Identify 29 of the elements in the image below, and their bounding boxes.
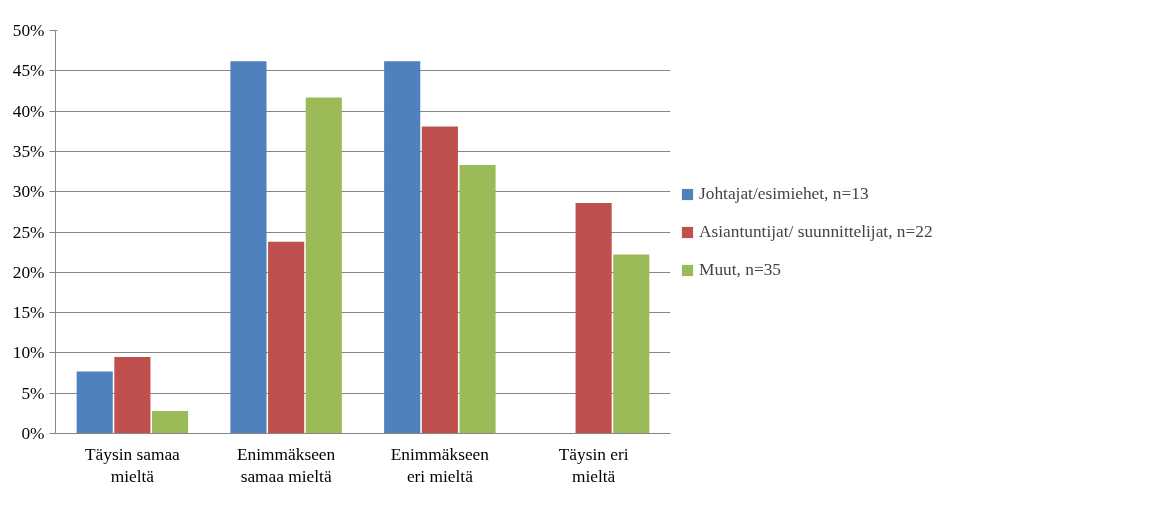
y-tick-label: 30% xyxy=(12,182,45,202)
x-tick-label: Enimmäkseen eri mieltä xyxy=(390,444,490,487)
bar xyxy=(230,61,267,434)
y-tick-label: 15% xyxy=(12,303,45,323)
y-tick-label: 20% xyxy=(12,262,45,282)
y-tick-label: 50% xyxy=(12,21,45,40)
x-tick-label: Täysin samaa mieltä xyxy=(84,444,181,487)
y-tick-label: 0% xyxy=(21,424,45,443)
y-tick-label: 40% xyxy=(12,101,45,121)
bar xyxy=(384,61,421,434)
y-tick-label: 25% xyxy=(12,222,45,242)
bar xyxy=(305,97,342,434)
x-tick-label: Enimmäkseen samaa mieltä xyxy=(237,444,336,487)
y-tick-label: 5% xyxy=(21,383,45,403)
bar xyxy=(114,356,151,434)
bar xyxy=(151,410,189,434)
bar xyxy=(76,371,113,434)
bar xyxy=(459,165,496,434)
bar xyxy=(613,254,650,434)
legend-label: Muut, n=35 xyxy=(699,259,781,280)
legend-label: Johtajat/esimiehet, n=13 xyxy=(699,183,869,204)
bar xyxy=(575,202,612,434)
x-tick-label: Täysin eri mieltä xyxy=(558,444,629,487)
bar xyxy=(421,126,458,434)
bar xyxy=(268,241,305,434)
y-tick-label: 35% xyxy=(12,141,45,161)
y-tick-label: 10% xyxy=(12,343,45,363)
legend-label: Asiantuntijat/ suunnittelijat, n=22 xyxy=(699,221,933,242)
y-tick-label: 45% xyxy=(12,61,45,81)
